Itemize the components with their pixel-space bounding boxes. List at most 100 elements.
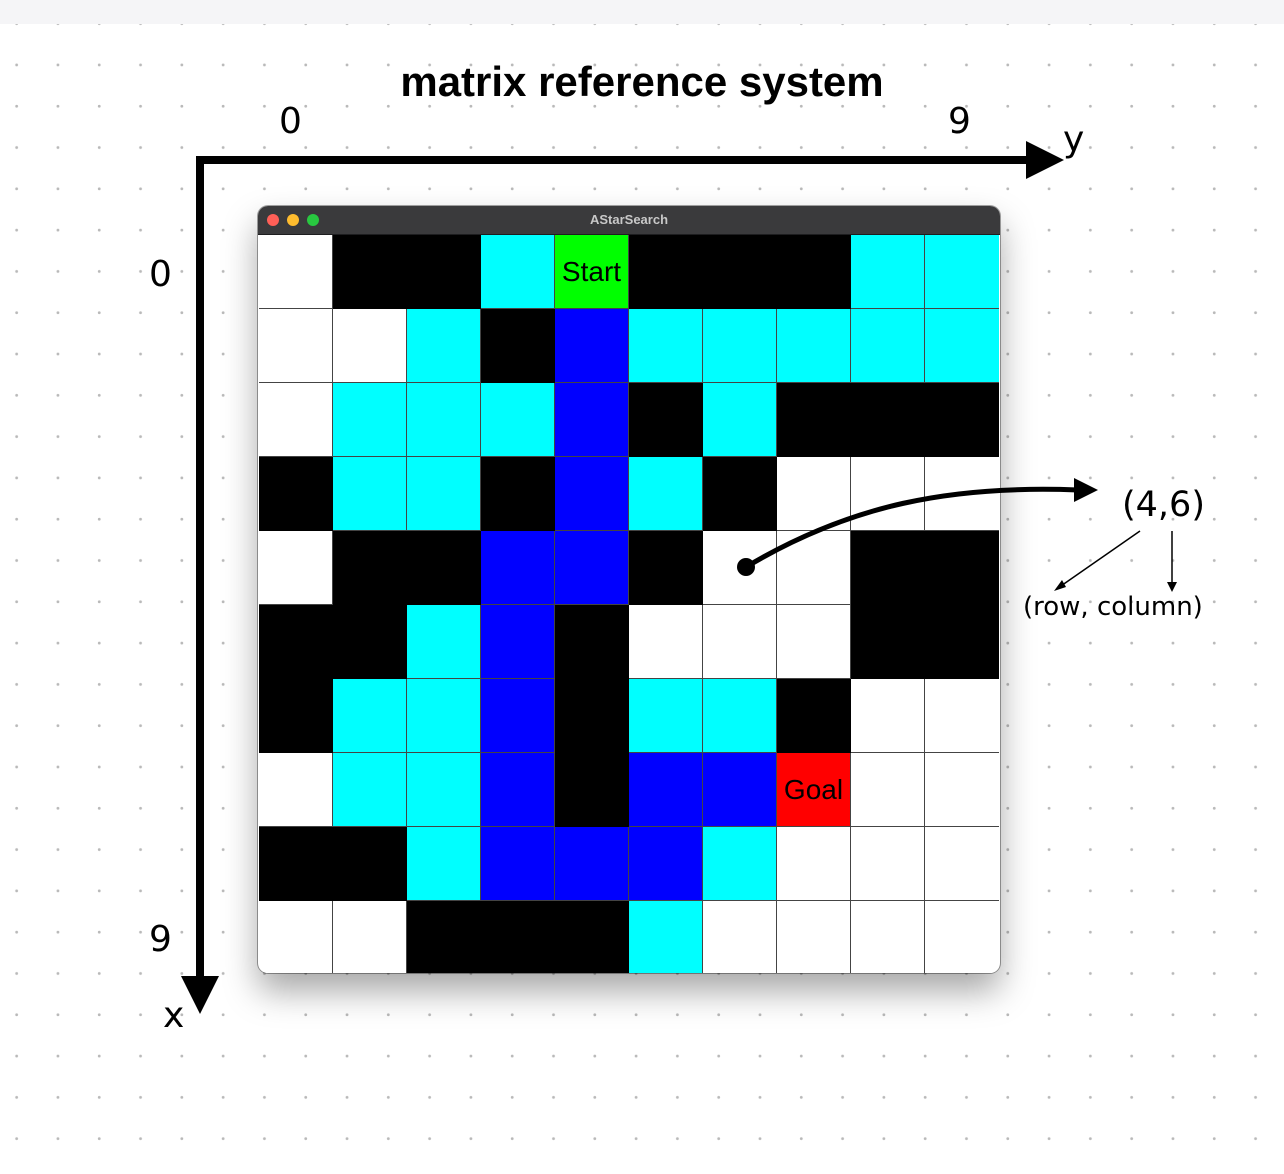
grid-cell-empty — [777, 605, 851, 679]
grid-cell-path — [703, 753, 777, 827]
grid-cell-wall — [407, 235, 481, 309]
grid-cell-wall — [481, 309, 555, 383]
x-axis-arrowhead — [181, 976, 219, 1014]
coordinate-meaning: (row, column) — [1023, 592, 1203, 622]
y-axis-end-label: 9 — [948, 101, 971, 142]
grid-cell-path — [481, 679, 555, 753]
grid-cell-wall — [333, 827, 407, 901]
grid-cell-wall — [407, 901, 481, 973]
grid-cell-wall — [925, 605, 999, 679]
y-axis-arrowhead — [1026, 141, 1064, 179]
grid-cell-wall — [777, 383, 851, 457]
grid-cell-empty — [703, 901, 777, 973]
close-button[interactable] — [267, 214, 279, 226]
grid-cell-path — [481, 753, 555, 827]
grid-cell-empty — [925, 753, 999, 827]
goal-cell: Goal — [777, 753, 851, 827]
grid-cell-wall — [777, 235, 851, 309]
x-axis-name: x — [163, 995, 185, 1036]
grid-cell-path — [629, 753, 703, 827]
x-axis-start-label: 0 — [149, 254, 172, 295]
x-axis-end-label: 9 — [149, 919, 172, 960]
grid-cell-visited — [629, 901, 703, 973]
grid-cell-visited — [777, 309, 851, 383]
grid-cell-path — [555, 457, 629, 531]
grid-cell-visited — [629, 457, 703, 531]
minimize-button[interactable] — [287, 214, 299, 226]
grid-cell-path — [555, 383, 629, 457]
grid-cell-empty — [333, 901, 407, 973]
grid-cell-visited — [629, 679, 703, 753]
grid-cell-path — [481, 605, 555, 679]
grid-cell-empty — [851, 753, 925, 827]
grid-cell-wall — [629, 531, 703, 605]
grid-cell-visited — [925, 235, 999, 309]
astar-window: AStarSearch Start Goal — [258, 206, 1000, 973]
grid-cell-wall — [555, 901, 629, 973]
grid-cell-path — [629, 827, 703, 901]
grid-cell-visited — [703, 383, 777, 457]
page-title: matrix reference system — [400, 58, 884, 105]
grid-cell-path — [481, 531, 555, 605]
grid-cell-wall — [777, 679, 851, 753]
coordinate-example: (4,6) — [1122, 485, 1205, 525]
grid-cell-visited — [333, 383, 407, 457]
grid-cell-visited — [407, 827, 481, 901]
zoom-button[interactable] — [307, 214, 319, 226]
grid-cell-empty — [925, 901, 999, 973]
grid-cell-visited — [407, 309, 481, 383]
grid-cell-path — [481, 827, 555, 901]
grid-cell-wall — [259, 827, 333, 901]
start-cell: Start — [555, 235, 629, 309]
grid-cell-empty — [259, 235, 333, 309]
grid-cell-wall — [555, 605, 629, 679]
grid-cell-visited — [407, 679, 481, 753]
grid-cell-wall — [629, 235, 703, 309]
grid-cell-visited — [333, 457, 407, 531]
y-axis-start-label: 0 — [279, 101, 302, 142]
y-axis-name: y — [1063, 119, 1085, 160]
grid-cell-wall — [851, 383, 925, 457]
grid-cell-wall — [629, 383, 703, 457]
grid-cell-wall — [703, 235, 777, 309]
grid-cell-visited — [703, 679, 777, 753]
grid-cell-wall — [259, 605, 333, 679]
search-grid: Start Goal — [259, 235, 999, 973]
grid-cell-empty — [851, 679, 925, 753]
grid-cell-empty — [777, 901, 851, 973]
grid-cell-visited — [851, 235, 925, 309]
grid-cell-wall — [481, 901, 555, 973]
grid-cell-empty — [851, 457, 925, 531]
grid-cell-wall — [407, 531, 481, 605]
grid-cell-path — [555, 309, 629, 383]
grid-cell-visited — [407, 383, 481, 457]
grid-cell-empty — [259, 753, 333, 827]
grid-cell-wall — [481, 457, 555, 531]
grid-cell-empty — [851, 901, 925, 973]
grid-cell-visited — [851, 309, 925, 383]
grid-cell-visited — [333, 753, 407, 827]
grid-cell-empty — [333, 309, 407, 383]
grid-cell-wall — [333, 605, 407, 679]
grid-cell-empty — [259, 901, 333, 973]
grid-cell-visited — [481, 383, 555, 457]
grid-cell-empty — [259, 531, 333, 605]
grid-cell-wall — [925, 531, 999, 605]
grid-cell-empty — [703, 605, 777, 679]
grid-cell-visited — [703, 827, 777, 901]
grid-cell-empty — [259, 383, 333, 457]
grid-cell-empty — [777, 827, 851, 901]
grid-cell-wall — [851, 605, 925, 679]
grid-cell-visited — [629, 309, 703, 383]
grid-cell-empty — [851, 827, 925, 901]
grid-cell-wall — [703, 457, 777, 531]
grid-cell-visited — [333, 679, 407, 753]
grid-cell-visited — [407, 605, 481, 679]
grid-cell-wall — [925, 383, 999, 457]
top-bar — [0, 0, 1284, 24]
grid-cell-empty — [925, 457, 999, 531]
grid-cell-empty — [777, 531, 851, 605]
window-titlebar[interactable]: AStarSearch — [258, 206, 1000, 235]
grid-cell-path — [555, 531, 629, 605]
